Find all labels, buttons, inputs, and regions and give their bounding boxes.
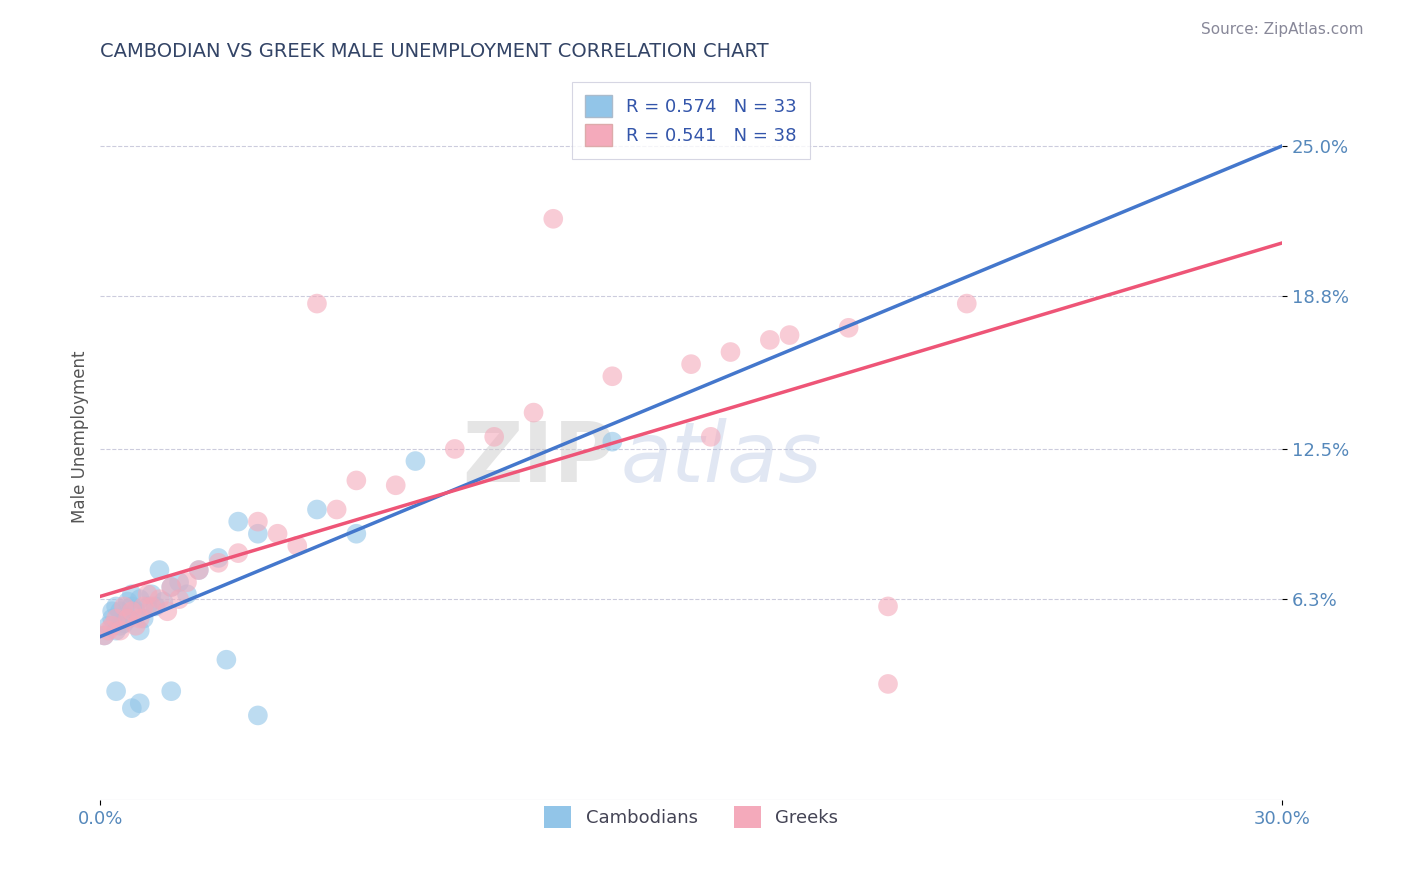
Point <box>125 619 148 633</box>
Point <box>145 599 167 614</box>
Point <box>121 604 143 618</box>
Point <box>167 592 190 607</box>
Point <box>246 515 269 529</box>
Point <box>93 628 115 642</box>
Point <box>384 478 406 492</box>
Point <box>759 333 782 347</box>
Point <box>105 624 128 638</box>
Point <box>187 563 209 577</box>
Point <box>187 563 209 577</box>
Point <box>838 320 860 334</box>
Point <box>482 430 505 444</box>
Point <box>148 563 170 577</box>
Point <box>128 696 150 710</box>
Point <box>207 556 229 570</box>
Point <box>877 599 900 614</box>
Point <box>117 611 139 625</box>
Point <box>344 526 367 541</box>
Point <box>105 611 128 625</box>
Point <box>128 592 150 607</box>
Point <box>305 502 328 516</box>
Point <box>105 684 128 698</box>
Point <box>112 616 135 631</box>
Text: CAMBODIAN VS GREEK MALE UNEMPLOYMENT CORRELATION CHART: CAMBODIAN VS GREEK MALE UNEMPLOYMENT COR… <box>100 42 769 61</box>
Point <box>128 624 150 638</box>
Point <box>266 526 288 541</box>
Point <box>132 599 155 614</box>
Text: Source: ZipAtlas.com: Source: ZipAtlas.com <box>1201 22 1364 37</box>
Point <box>226 546 249 560</box>
Point <box>136 599 159 614</box>
Point <box>97 624 120 638</box>
Point <box>956 296 979 310</box>
Point <box>176 587 198 601</box>
Point <box>152 594 174 608</box>
Point <box>167 575 190 590</box>
Point <box>226 515 249 529</box>
Text: ZIP: ZIP <box>461 418 614 500</box>
Point <box>305 296 328 310</box>
Point <box>136 587 159 601</box>
Point <box>101 604 124 618</box>
Point <box>160 684 183 698</box>
Point <box>105 599 128 614</box>
Point <box>215 653 238 667</box>
Point <box>541 211 564 226</box>
Point <box>121 599 143 614</box>
Point <box>117 611 139 625</box>
Point <box>344 474 367 488</box>
Point <box>246 708 269 723</box>
Text: atlas: atlas <box>620 418 823 500</box>
Point <box>246 526 269 541</box>
Point <box>325 502 347 516</box>
Point <box>141 587 163 601</box>
Point <box>160 580 183 594</box>
Point <box>877 677 900 691</box>
Point <box>160 580 183 594</box>
Point <box>128 611 150 625</box>
Point <box>101 619 124 633</box>
Point <box>125 604 148 618</box>
Point <box>101 611 124 625</box>
Point <box>108 604 131 618</box>
Point <box>97 619 120 633</box>
Point <box>121 701 143 715</box>
Legend: Cambodians, Greeks: Cambodians, Greeks <box>537 798 845 835</box>
Point <box>207 551 229 566</box>
Point <box>779 328 801 343</box>
Point <box>700 430 723 444</box>
Point <box>156 604 179 618</box>
Point <box>93 628 115 642</box>
Point <box>285 539 308 553</box>
Point <box>404 454 426 468</box>
Y-axis label: Male Unemployment: Male Unemployment <box>72 351 89 523</box>
Point <box>602 434 624 449</box>
Point <box>443 442 465 456</box>
Point <box>132 611 155 625</box>
Point <box>121 587 143 601</box>
Point <box>602 369 624 384</box>
Point <box>117 594 139 608</box>
Point <box>148 592 170 607</box>
Point <box>681 357 703 371</box>
Point <box>108 624 131 638</box>
Point <box>112 599 135 614</box>
Point <box>522 406 544 420</box>
Point <box>176 575 198 590</box>
Point <box>141 599 163 614</box>
Point <box>108 619 131 633</box>
Point <box>720 345 742 359</box>
